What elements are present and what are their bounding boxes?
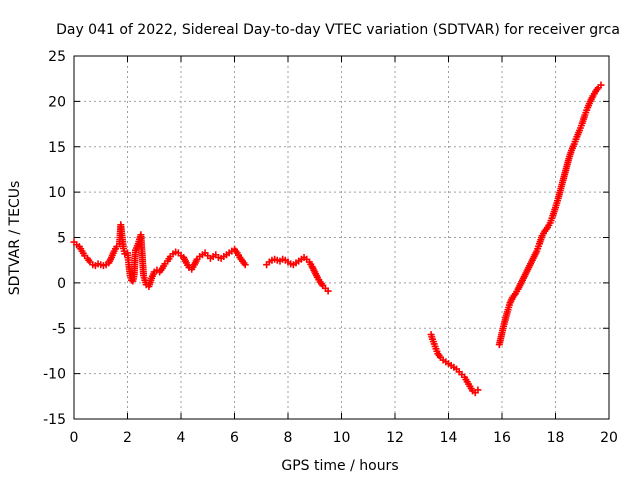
x-tick-label: 0	[70, 430, 79, 446]
x-tick-label: 10	[333, 430, 351, 446]
y-tick-label: 25	[48, 49, 66, 65]
x-tick-label: 14	[440, 430, 458, 446]
chart-title: Day 041 of 2022, Sidereal Day-to-day VTE…	[56, 22, 620, 38]
y-tick-label: -10	[43, 367, 66, 383]
x-tick-label: 12	[386, 430, 404, 446]
data-point	[324, 287, 332, 295]
data-points	[70, 81, 605, 397]
y-axis-label: SDTVAR / TECUs	[7, 181, 23, 296]
x-tick-label: 18	[547, 430, 565, 446]
x-tick-label: 2	[123, 430, 132, 446]
x-tick-label: 8	[284, 430, 293, 446]
data-point	[474, 386, 482, 394]
axis-ticks	[73, 55, 610, 420]
y-tick-label: 15	[48, 140, 66, 156]
x-tick-label: 16	[493, 430, 511, 446]
x-tick-label: 4	[177, 430, 186, 446]
y-tick-label: 5	[57, 231, 66, 247]
y-tick-label: 0	[57, 276, 66, 292]
data-point	[597, 81, 605, 89]
y-tick-label: 10	[48, 185, 66, 201]
x-axis-label: GPS time / hours	[281, 458, 398, 474]
y-tick-label: -5	[52, 321, 66, 337]
y-tick-label: 20	[48, 94, 66, 110]
y-tick-labels: -15 -10 -5 0 5 10 15 20 25	[43, 49, 66, 428]
x-tick-label: 20	[600, 430, 618, 446]
x-tick-label: 6	[230, 430, 239, 446]
data-point	[241, 261, 249, 269]
x-tick-labels: 0 2 4 6 8 10 12 14 16 18 20	[70, 430, 618, 446]
y-tick-label: -15	[43, 412, 66, 428]
